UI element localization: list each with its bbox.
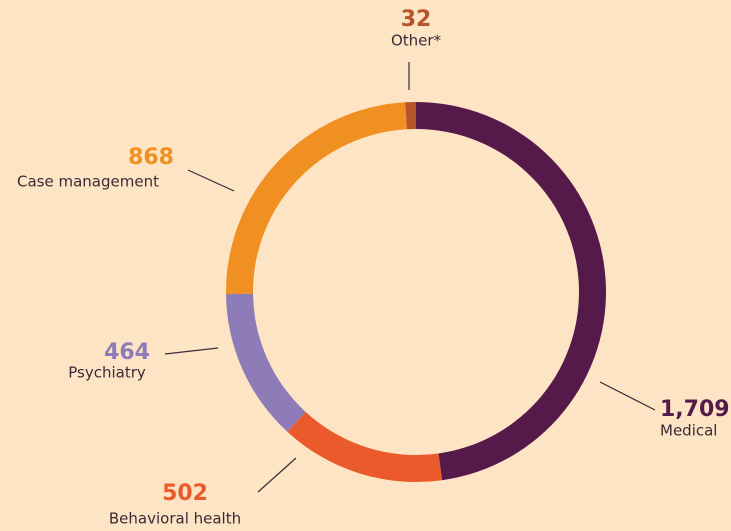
value-label: 502 xyxy=(162,481,208,506)
value-label: 1,709 xyxy=(660,397,730,422)
donut-segment xyxy=(405,102,416,130)
leader-line xyxy=(599,381,656,411)
leader-line xyxy=(257,457,297,493)
category-label: Case management xyxy=(17,173,159,191)
category-label: Behavioral health xyxy=(109,510,241,528)
donut-segment xyxy=(226,293,306,432)
donut-segment xyxy=(416,102,607,481)
donut-segment xyxy=(287,411,443,482)
value-label: 464 xyxy=(104,340,150,365)
category-label: Medical xyxy=(660,422,717,440)
value-label: 868 xyxy=(128,145,174,170)
category-label: Psychiatry xyxy=(68,364,146,382)
donut-segment xyxy=(226,102,407,295)
leader-line xyxy=(164,347,219,355)
value-label: 32 xyxy=(401,7,432,32)
leader-line xyxy=(187,169,235,192)
category-label: Other* xyxy=(391,32,442,50)
